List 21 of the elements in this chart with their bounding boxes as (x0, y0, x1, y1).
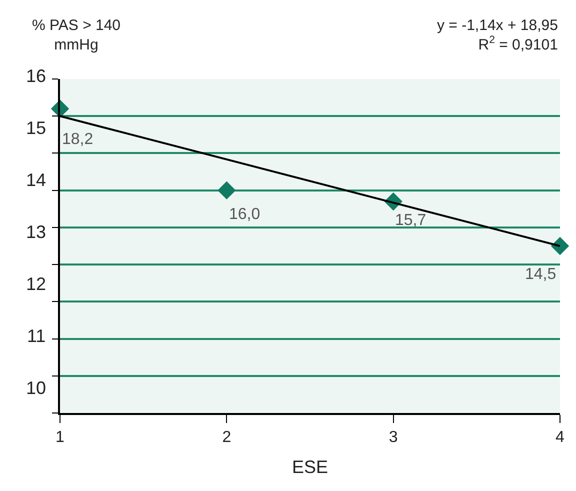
x-tick-label: 4 (556, 429, 565, 446)
x-axis-title: ESE (292, 456, 328, 477)
y-axis-title: % PAS > 140 mmHg (32, 17, 121, 54)
text: 11 (27, 326, 46, 346)
text: 14 (26, 170, 46, 190)
text: 10 (26, 378, 46, 398)
point (218, 181, 236, 200)
x-tick-label: 2 (222, 429, 232, 446)
data-label: 16,0 (229, 206, 260, 223)
x-tick-label: 1 (56, 429, 65, 446)
text: 13 (26, 222, 46, 242)
data-label: 18,2 (62, 131, 94, 148)
point (550, 236, 570, 256)
text: 16 (26, 66, 46, 86)
text: 15 (26, 118, 46, 138)
text: 12 (26, 274, 46, 294)
data-label: 15,7 (395, 212, 426, 229)
x-tick-label: 3 (388, 429, 398, 446)
text: R$^{2}$ = 0,9101 (478, 34, 558, 54)
text: y = -1,14x + 18,95 (437, 17, 558, 34)
data-label: 14,5 (525, 266, 556, 283)
